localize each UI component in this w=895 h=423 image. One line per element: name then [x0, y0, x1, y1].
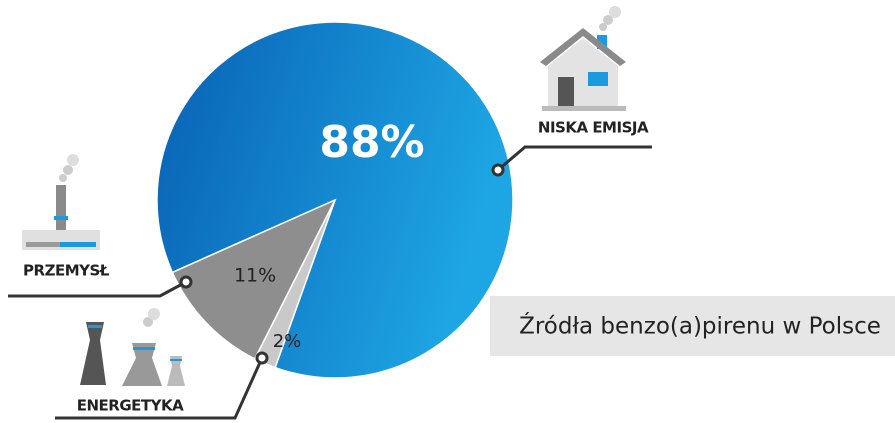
category-label: PRZEMYSŁ [23, 262, 110, 280]
chart-title: Źródła benzo(a)pirenu w Polsce [519, 312, 881, 340]
factory-icon [22, 154, 100, 250]
value-label: 2% [273, 331, 302, 352]
value-label: 11% [234, 265, 276, 287]
pie-slice [171, 198, 337, 360]
leaders [8, 145, 652, 420]
house-icon [540, 6, 626, 111]
power-icon [80, 308, 185, 386]
leader-dot [491, 163, 505, 177]
leader-dots [179, 163, 505, 365]
leader-line [8, 280, 187, 298]
leader-dot [179, 275, 193, 289]
leader-line [55, 357, 264, 420]
category-label: ENERGETYKA [77, 397, 184, 415]
pie: 88% 2% 11% [156, 21, 514, 379]
title-band [490, 296, 895, 356]
leader-dot [255, 351, 269, 365]
value-label: 88% [319, 117, 424, 168]
leader-line [497, 145, 652, 172]
category-label: NISKA EMISJA [538, 119, 649, 137]
